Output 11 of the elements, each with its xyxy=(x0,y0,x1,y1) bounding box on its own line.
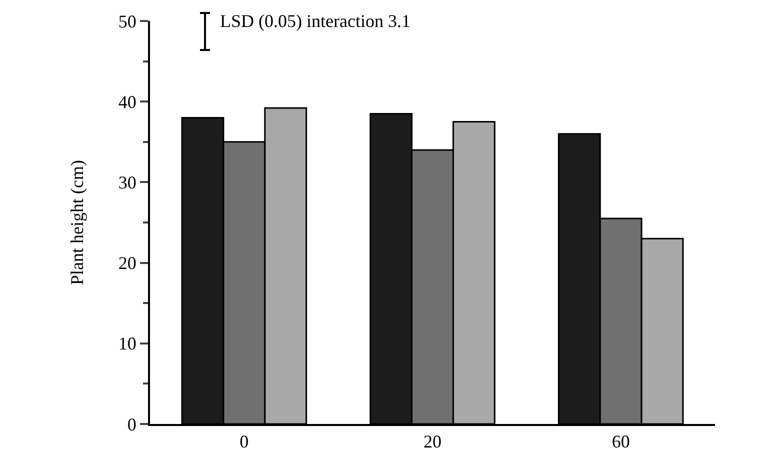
y-tick-label: 50 xyxy=(118,11,136,32)
y-axis-title: Plant height (cm) xyxy=(67,160,88,285)
y-tick-label: 30 xyxy=(118,172,136,192)
x-tick-label: 0 xyxy=(240,432,249,452)
annotation: LSD (0.05) interaction 3.1 xyxy=(220,11,410,31)
y-tick-label: 10 xyxy=(118,334,136,354)
x-tick-label: 60 xyxy=(612,432,630,452)
y-tick-label: 40 xyxy=(118,92,136,112)
y-tick-label: 0 xyxy=(127,414,136,434)
y-tick-label: 20 xyxy=(118,253,136,274)
x-tick-label: 20 xyxy=(424,432,442,452)
